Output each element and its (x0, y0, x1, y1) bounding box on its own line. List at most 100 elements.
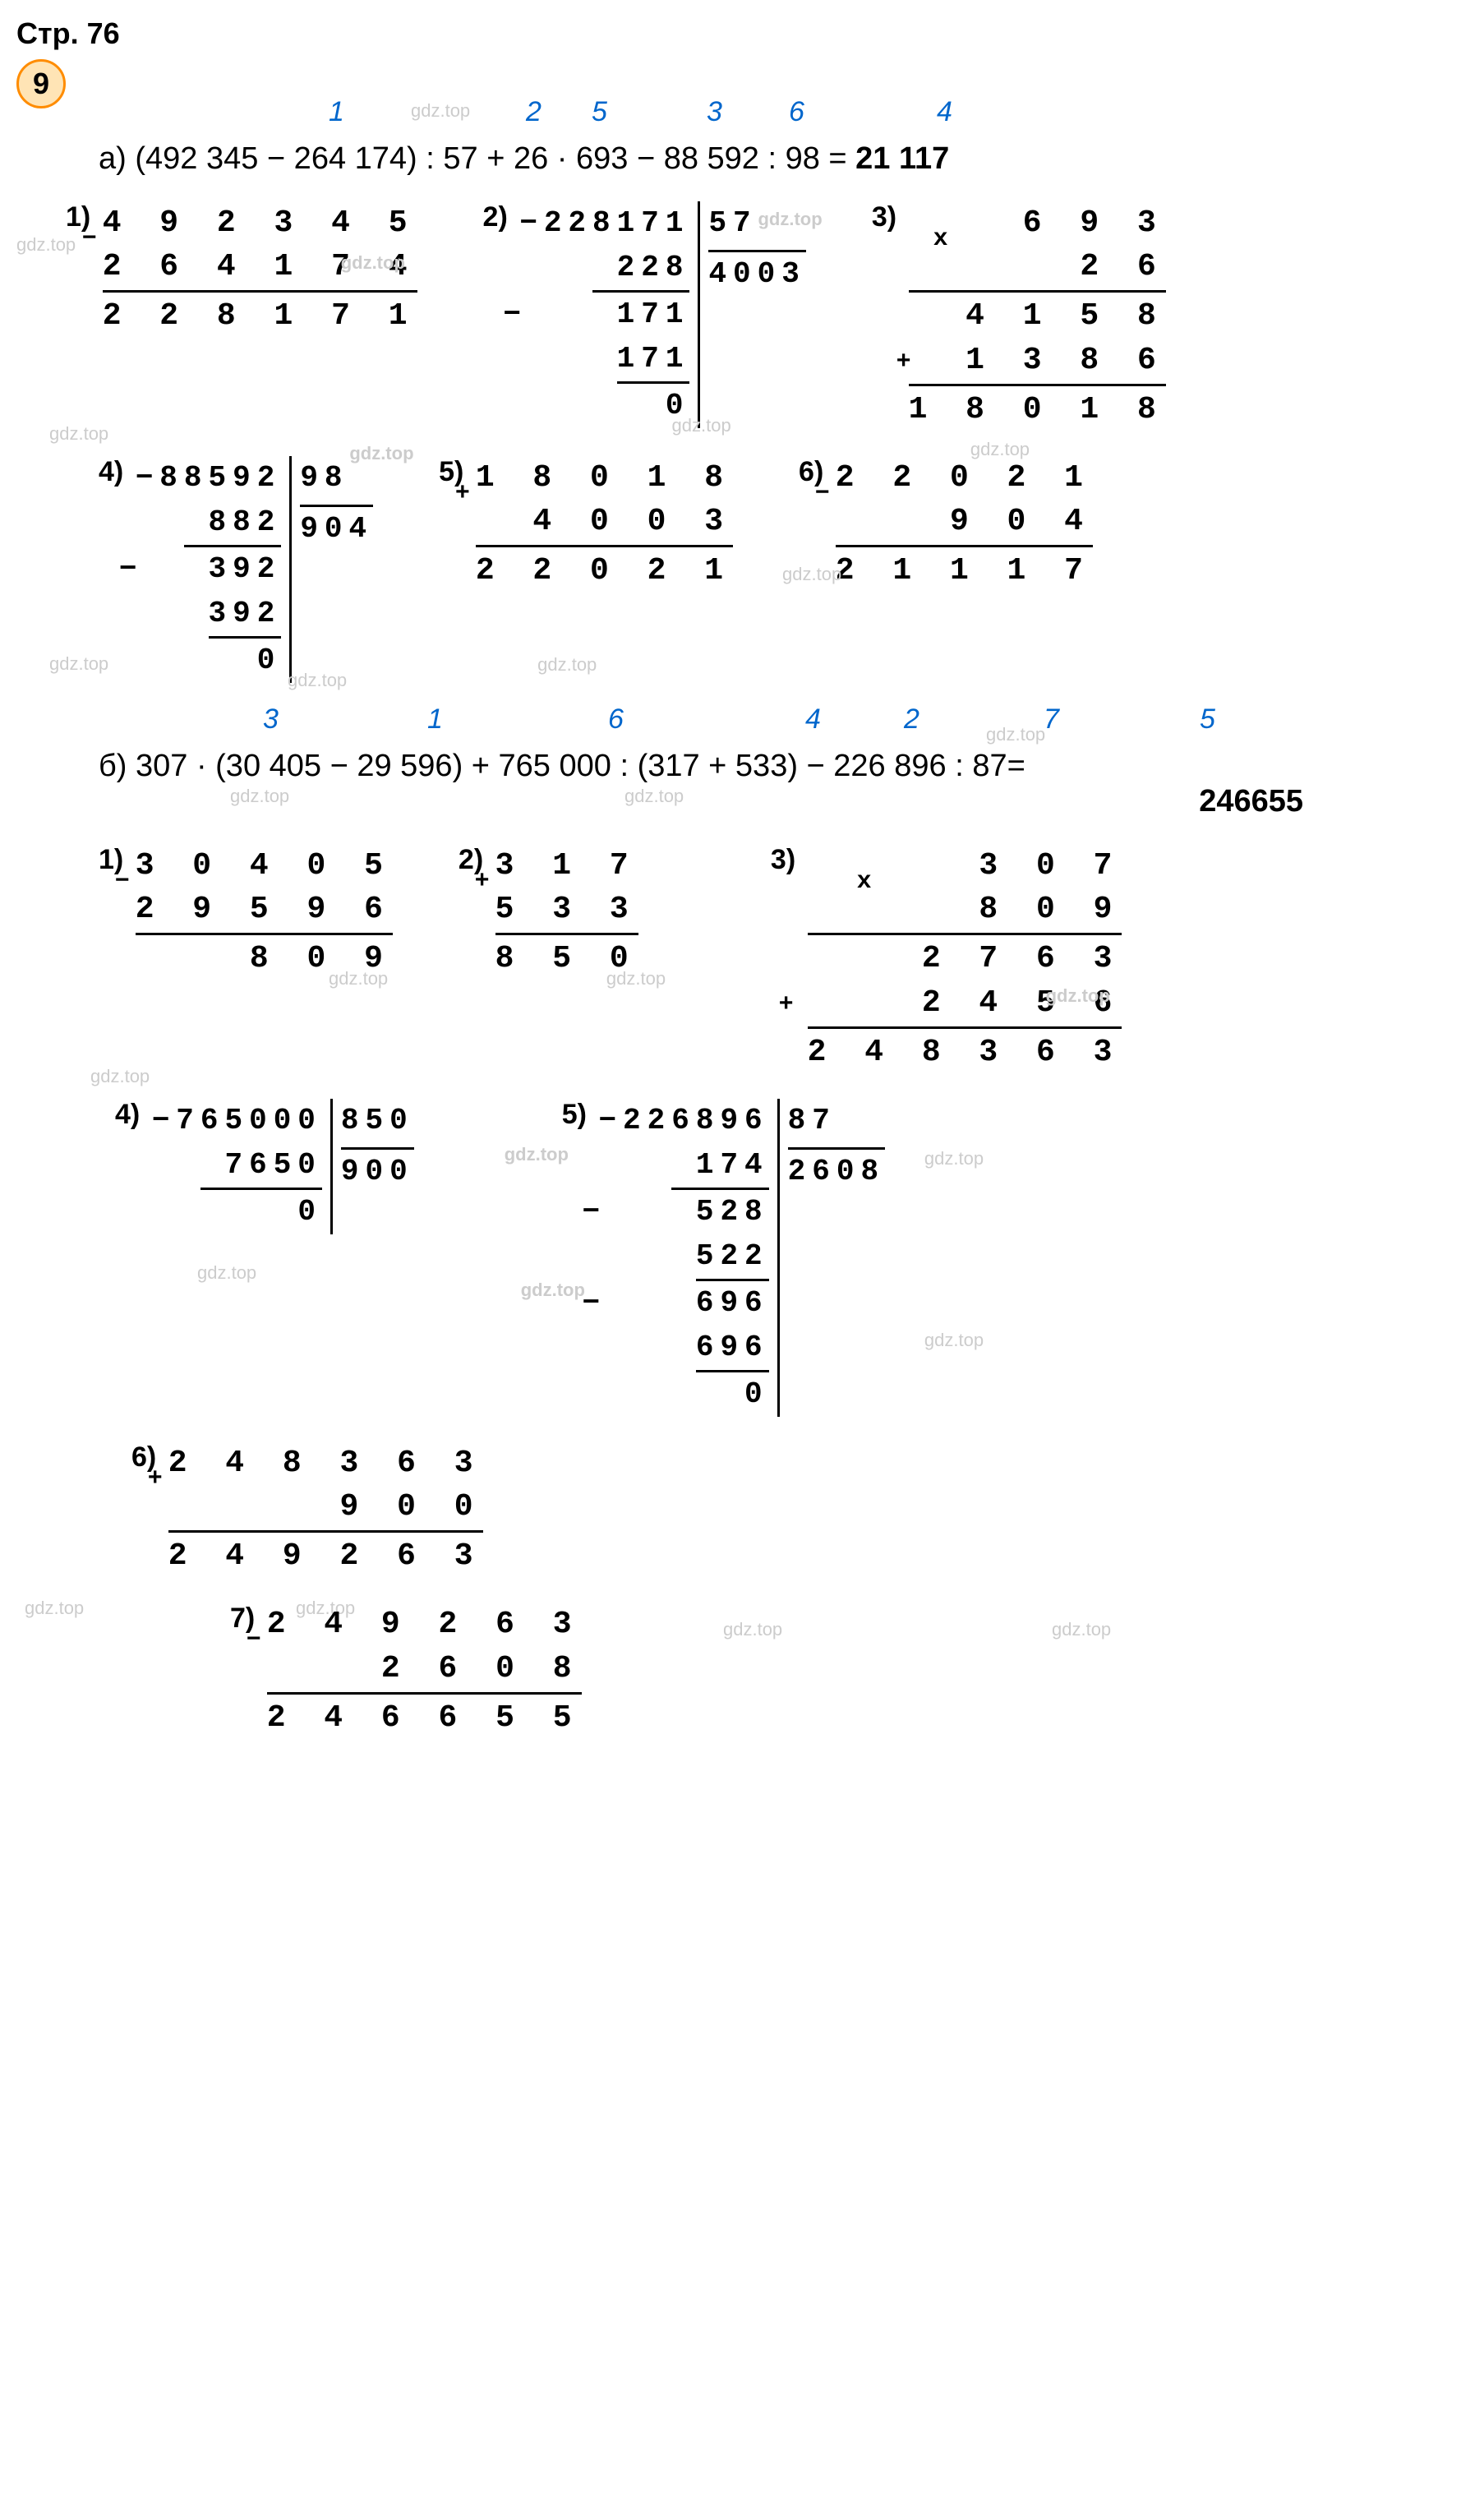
l2: 171 (617, 337, 690, 384)
order-6: 6 (789, 96, 804, 128)
res: 2 2 8 1 7 1 (103, 294, 417, 338)
watermark: gdz.top (924, 1148, 984, 1169)
n1: 3 0 7 (808, 844, 1122, 888)
l0: 882 (184, 500, 282, 547)
watermark: gdz.top (197, 1262, 256, 1284)
order-2: 2 (904, 703, 919, 736)
watermark: gdz.top (758, 205, 822, 233)
l2: 392 (209, 592, 282, 639)
n2: 5 3 3 (495, 888, 638, 931)
calc-b2: 2) + 3 1 7 5 3 3 8 5 0 gdz.top (459, 844, 705, 981)
l1: 528 (696, 1195, 769, 1229)
divisor: 87 (788, 1099, 885, 1150)
order-5: 5 (592, 96, 607, 128)
calc-a1: gdz.top 1) − 4 9 2 3 4 5 2 6 4 1 7 4 gdz… (66, 201, 417, 339)
calc-a3: 3) x 6 9 3 2 6 + 4 1 5 8 1 3 8 6 1 8 0 1… (872, 201, 1166, 431)
step-label: 2) (483, 201, 508, 233)
n1: 3 1 7 (495, 844, 638, 888)
equation-b: 3 1 6 4 2 7 5 gdz.top б) 307 · (30 405 −… (99, 749, 1468, 819)
divisor: 98 (300, 461, 348, 495)
n1: 2 2 0 2 1 (836, 456, 1093, 500)
watermark: gdz.top (986, 724, 1045, 745)
order-4: 4 (937, 96, 952, 128)
calc-a2: 2) −228171 228 − 171 171 0 57gdz.top 400… (483, 201, 806, 428)
part-b-answer: 246655 (1199, 784, 1303, 819)
calc-b1: 1) − 3 0 4 0 5 2 9 5 9 6 8 0 9 gdz.top (99, 844, 393, 981)
plus-sign: + (475, 865, 500, 899)
quotient: 4003 (708, 252, 805, 297)
watermark: gdz.top (782, 564, 841, 585)
minus-sign: − (115, 865, 140, 899)
res: 2 1 1 1 7 (836, 549, 1093, 593)
calc-b4: gdz.top 4) −765000 7650 0 850 900 gdz.to… (115, 1099, 414, 1234)
part-b-label: б) (99, 749, 127, 783)
calc-b5: 5) −226896 gdz.top 174 − 528 522 gdz.top… (562, 1099, 885, 1417)
divisor: 850 (341, 1099, 414, 1150)
order-4: 4 (805, 703, 821, 736)
plus-sign: + (779, 988, 804, 1022)
part-b-section: 3 1 6 4 2 7 5 gdz.top б) 307 · (30 405 −… (16, 749, 1468, 1740)
calc-b7: 7) − 2 4 9 2 6 3 2 6 0 8 2 4 6 6 5 5 gdz… (230, 1603, 582, 1740)
step-label: 3) (771, 844, 795, 876)
calc-a6: 6) − 2 2 0 2 1 9 0 4 2 1 1 1 7 gdz.top (799, 456, 1093, 593)
n2: 2 9 5 9 6 (136, 888, 393, 931)
l3: 0 (519, 384, 689, 428)
l2: 522 (696, 1234, 769, 1281)
res: 2 2 0 2 1 (476, 549, 733, 593)
step-label: 4) (99, 456, 123, 488)
order-2: 2 (526, 96, 542, 128)
equation-a: gdz.top 1 2 5 3 6 4 а) (492 345 − 264 17… (99, 141, 1468, 177)
watermark: gdz.top (329, 968, 388, 989)
minus-sign: − (82, 222, 107, 256)
part-a-section: gdz.top 1 2 5 3 6 4 а) (492 345 − 264 17… (16, 141, 1468, 683)
order-7: 7 (1044, 703, 1059, 736)
watermark: gdz.top (1052, 1619, 1111, 1640)
part-a-answer: 21 117 (855, 141, 949, 176)
watermark: gdz.top (25, 1598, 84, 1619)
res: 1 8 0 1 8 (909, 388, 1166, 431)
l3: 0 (136, 639, 282, 683)
calc-b6: 6) + 2 4 8 3 6 3 9 0 0 2 4 9 2 6 3 gdz.t… (131, 1441, 483, 1579)
times-sign: x (933, 222, 958, 256)
p1: 2 7 6 3 (808, 937, 1122, 980)
watermark: gdz.top (90, 1066, 150, 1087)
plus-sign: + (455, 477, 480, 511)
n2: 9 0 4 (836, 500, 1093, 543)
n1: 2 4 8 3 6 3 (168, 1441, 483, 1485)
watermark: gdz.top (924, 1330, 984, 1351)
l0: 174 (671, 1143, 769, 1190)
watermark: gdz.top (49, 653, 108, 675)
watermark: gdz.top (672, 415, 731, 436)
dividend: −228171 (519, 201, 689, 246)
quotient: 2608 (788, 1150, 885, 1194)
watermark: gdz.top (521, 1280, 585, 1301)
order-5: 5 (1200, 703, 1215, 736)
p2: 1 3 8 6 (909, 339, 1166, 382)
l1: 171 (617, 297, 690, 331)
minus-sign: − (815, 477, 840, 511)
divisor: 57 (708, 206, 757, 240)
watermark: gdz.top (624, 786, 684, 807)
n1: 4 9 2 3 4 5 (103, 201, 417, 245)
n1: 2 4 9 2 6 3 (267, 1603, 582, 1646)
res: 2 4 9 2 6 3 (168, 1534, 483, 1578)
watermark: gdz.top (411, 100, 470, 122)
calc-a5: 5) + 1 8 0 1 8 4 0 0 3 2 2 0 2 1 gdz.top (439, 456, 733, 593)
res: 2 4 6 6 5 5 (267, 1696, 582, 1740)
l1: 0 (152, 1190, 322, 1234)
order-6: 6 (608, 703, 624, 736)
minus-sign: − (247, 1623, 271, 1658)
order-3: 3 (263, 703, 279, 736)
part-a-expr: (492 345 − 264 174) : 57 + 26 · 693 − 88… (135, 141, 846, 176)
times-sign: x (857, 865, 882, 899)
watermark: gdz.top (1046, 984, 1110, 1009)
n2: 8 0 9 (808, 888, 1122, 931)
l1: 392 (209, 552, 282, 586)
l0: 228 (592, 246, 690, 293)
step-label: 3) (872, 201, 896, 233)
step-label: 4) (115, 1099, 140, 1131)
watermark: gdz.top (288, 670, 347, 691)
watermark: gdz.top (349, 440, 413, 467)
dividend: −765000 (152, 1099, 322, 1143)
order-3: 3 (707, 96, 722, 128)
